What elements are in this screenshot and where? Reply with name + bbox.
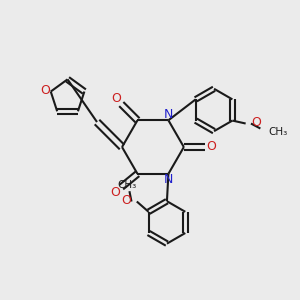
Text: O: O: [122, 194, 131, 207]
Text: O: O: [251, 116, 261, 129]
Text: CH₃: CH₃: [118, 180, 137, 190]
Text: CH₃: CH₃: [268, 128, 287, 137]
Text: N: N: [164, 173, 173, 186]
Text: O: O: [111, 92, 121, 105]
Text: O: O: [206, 140, 216, 153]
Text: O: O: [40, 85, 50, 98]
Text: N: N: [164, 108, 173, 121]
Text: O: O: [110, 186, 120, 199]
